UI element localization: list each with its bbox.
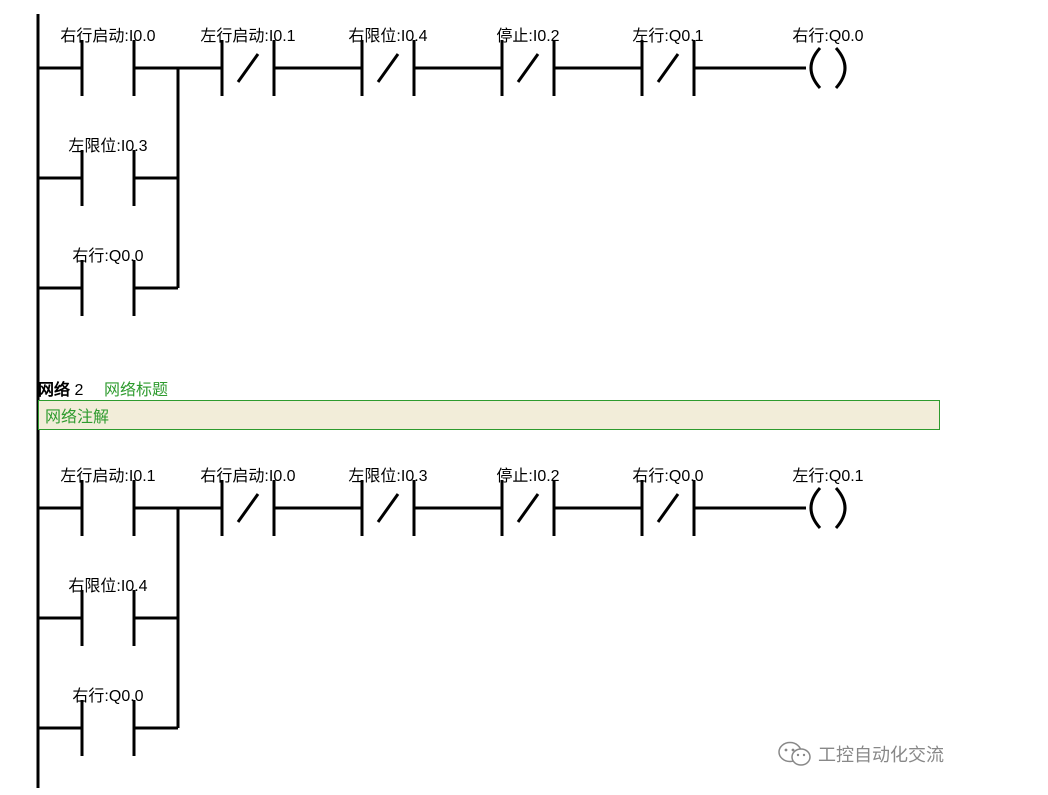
contact-label: 右行:Q0.0 bbox=[632, 462, 703, 486]
contact-label: 左限位:I0.3 bbox=[68, 132, 147, 156]
network-label: 网络 2 bbox=[38, 376, 83, 400]
contact-label: 右行:Q0.0 bbox=[72, 682, 143, 706]
network-title: 网络标题 bbox=[104, 376, 168, 400]
contact-label: 左行启动:I0.1 bbox=[60, 462, 155, 486]
contact-label: 右行:Q0.0 bbox=[792, 22, 863, 46]
contact-label: 左行:Q0.1 bbox=[792, 462, 863, 486]
watermark: 工控自动化交流 bbox=[778, 740, 944, 768]
watermark-text: 工控自动化交流 bbox=[818, 741, 944, 767]
contact-label: 左行启动:I0.1 bbox=[200, 22, 295, 46]
contact-label: 右限位:I0.4 bbox=[68, 572, 147, 596]
ladder-diagram-canvas: 右行启动:I0.0 左行启动:I0.1 右限位:I0.4 停止:I0.2 左行:Q0.1… bbox=[0, 0, 1048, 795]
contact-label: 右行:Q0.0 bbox=[72, 242, 143, 266]
contact-label: 停止:I0.2 bbox=[496, 22, 559, 46]
contact-label: 右行启动:I0.0 bbox=[60, 22, 155, 46]
contact-label: 左限位:I0.3 bbox=[348, 462, 427, 486]
contact-label: 右限位:I0.4 bbox=[348, 22, 427, 46]
wechat-icon bbox=[778, 740, 812, 768]
contact-label: 右行启动:I0.0 bbox=[200, 462, 295, 486]
contact-label: 左行:Q0.1 bbox=[632, 22, 703, 46]
contact-label: 停止:I0.2 bbox=[496, 462, 559, 486]
network-comment: 网络注解 bbox=[38, 400, 940, 430]
